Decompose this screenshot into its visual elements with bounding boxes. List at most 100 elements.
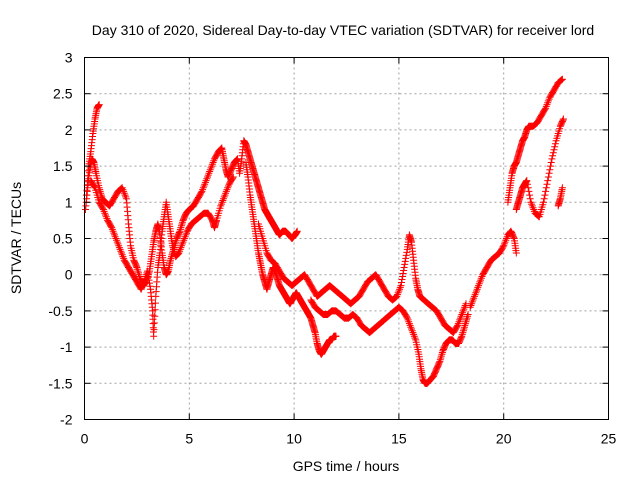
chart-title: Day 310 of 2020, Sidereal Day-to-day VTE… [92,22,594,38]
y-tick-label: 2 [65,122,73,138]
data-point [477,276,485,284]
data-point [209,159,217,166]
data-marks [82,75,567,387]
series-track-c [87,173,237,340]
data-point [541,105,549,113]
y-tick-label: -1.5 [48,375,72,391]
data-point [545,95,553,103]
data-point [502,236,510,244]
data-point [181,233,189,241]
data-point [540,195,548,203]
data-point [503,235,510,242]
data-point [140,278,148,286]
data-point [229,174,237,182]
data-point [543,180,551,188]
data-point [223,186,231,194]
data-point [400,264,408,271]
data-point [178,240,186,248]
grid [84,57,609,420]
data-point [166,256,174,264]
data-point [206,168,214,175]
data-point [293,227,301,235]
y-tick-label: -1 [60,339,73,355]
data-point [405,320,413,328]
data-point [201,180,209,188]
data-point [395,287,403,295]
x-tick-label: 15 [391,431,407,447]
data-point [396,285,404,293]
x-tick-label: 25 [601,431,617,447]
data-point [524,184,532,192]
data-point [473,287,480,295]
data-point [102,213,110,221]
data-point [408,327,416,335]
data-point [203,175,211,183]
series-track-g [466,227,520,311]
data-point [180,236,188,244]
x-tick-label: 20 [496,431,512,447]
data-point [540,198,547,206]
data-point [210,157,218,165]
data-point [528,200,536,208]
data-point [529,204,537,212]
series-track-f [307,296,472,387]
data-point [151,306,159,314]
data-point [474,283,482,291]
data-point [199,184,207,192]
data-point [501,238,509,246]
series-track-b [83,101,103,199]
data-point [101,209,109,217]
data-point [113,236,121,244]
data-point [464,312,471,320]
data-point [549,149,557,157]
data-point [222,187,230,195]
data-point [116,245,124,253]
data-point [109,227,117,235]
data-point [394,291,401,299]
y-tick-label: 0 [65,267,73,283]
data-point [119,253,127,261]
data-point [476,278,484,286]
data-point [542,102,550,110]
data-point [478,273,486,280]
data-point [208,162,216,170]
data-point [110,229,118,237]
data-point [544,177,552,185]
data-point [202,177,210,185]
data-point [205,169,213,177]
data-point [535,212,543,220]
data-point [406,321,414,329]
x-tick-label: 10 [286,431,302,447]
data-point [477,274,485,282]
data-point [457,312,465,320]
data-point [176,247,183,255]
data-point [394,289,402,297]
data-point [526,195,534,203]
data-point [134,267,142,275]
data-point [150,326,158,334]
data-point [229,173,237,181]
data-point [551,140,559,148]
data-point [217,202,225,210]
data-point [544,97,552,105]
x-axis-title: GPS time / hours [293,458,400,474]
data-point [179,238,187,246]
data-point [512,249,520,257]
data-point [118,251,126,259]
data-point [546,166,554,174]
data-point [559,115,567,123]
data-point [410,330,418,338]
data-point [220,195,227,203]
x-tick-label: 0 [81,431,89,447]
data-point [178,242,186,250]
data-point [218,198,226,206]
data-point [173,251,181,259]
data-point [176,245,184,253]
data-point [528,202,536,210]
data-point [398,276,406,283]
data-point [547,162,554,170]
data-point [460,305,468,313]
data-point [100,207,108,215]
data-point [558,184,566,192]
data-point [99,204,107,212]
